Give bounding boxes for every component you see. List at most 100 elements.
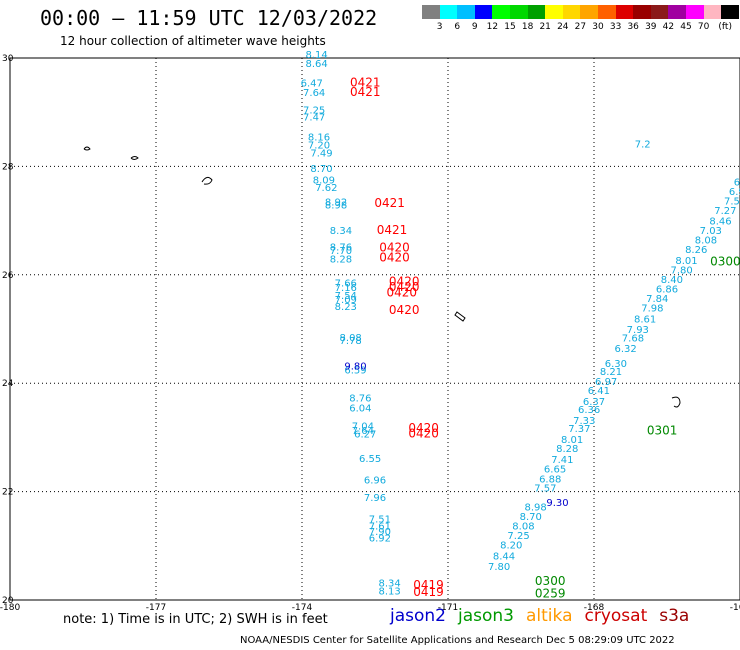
data-label: 6.47 bbox=[301, 79, 323, 90]
legend-tick-label: 12 bbox=[486, 22, 499, 32]
data-label: 7.20 bbox=[308, 141, 330, 152]
legend-swatch bbox=[668, 5, 686, 19]
data-label: 9.30 bbox=[546, 498, 568, 509]
legend-swatch bbox=[685, 5, 704, 19]
data-label: 8.70 bbox=[310, 164, 332, 175]
data-label: 7.98 bbox=[641, 304, 663, 315]
x-tick-label: -168 bbox=[584, 603, 605, 613]
data-label: 6.95 bbox=[729, 187, 740, 198]
legend-swatch bbox=[580, 5, 598, 19]
data-label: 7.66 bbox=[335, 279, 357, 290]
data-label: 7.49 bbox=[310, 149, 332, 160]
data-label: 6.96 bbox=[364, 475, 386, 486]
data-label: 0419 bbox=[413, 585, 444, 599]
data-label: 6.65 bbox=[544, 465, 566, 476]
legend-tick-label: 21 bbox=[539, 22, 551, 32]
data-label: 7.51 bbox=[369, 514, 391, 525]
data-label: 7.96 bbox=[364, 493, 386, 504]
legend-swatch bbox=[615, 5, 634, 19]
data-label: 7.09 bbox=[335, 295, 357, 306]
legend-tick-label: 39 bbox=[645, 22, 657, 32]
data-label: 8.34 bbox=[330, 226, 352, 237]
data-label: 8.16 bbox=[308, 132, 330, 143]
data-label: 6.86 bbox=[656, 285, 678, 296]
data-label: 6.36 bbox=[578, 405, 600, 416]
legend-tick-label: 3 bbox=[436, 22, 443, 32]
data-label: 8.01 bbox=[561, 435, 583, 446]
legend-tick-label: 42 bbox=[662, 22, 675, 32]
data-label: 8.09 bbox=[313, 176, 335, 187]
data-label: 6.55 bbox=[359, 454, 381, 465]
y-tick-label: 24 bbox=[2, 379, 14, 389]
data-label: 0259 bbox=[535, 586, 566, 600]
data-label: 7.03 bbox=[700, 226, 722, 237]
data-label: 7.57 bbox=[534, 484, 556, 495]
x-tick-label: -180 bbox=[0, 603, 20, 613]
legend-tick-label: 6 bbox=[454, 22, 461, 32]
data-label: 8.13 bbox=[378, 587, 400, 598]
data-label: 6.04 bbox=[349, 403, 371, 414]
data-label: 7.62 bbox=[315, 183, 337, 194]
data-label: 0420 bbox=[389, 275, 420, 289]
legend-unit: (ft) bbox=[718, 22, 732, 32]
data-label: 7.56 bbox=[724, 196, 740, 207]
data-label: 7.41 bbox=[551, 455, 573, 466]
x-tick-label: -165 bbox=[730, 603, 740, 613]
legend-swatch bbox=[457, 5, 475, 19]
data-label: 7.61 bbox=[369, 522, 391, 533]
legend-swatch bbox=[439, 5, 458, 19]
data-label: 8.34 bbox=[378, 578, 400, 589]
data-label: 8.21 bbox=[600, 367, 622, 378]
data-label: 8.08 bbox=[340, 333, 362, 344]
data-label: 6.59 bbox=[344, 365, 366, 376]
satellite-legend-item: altika bbox=[526, 606, 573, 626]
data-label: 8.26 bbox=[685, 245, 707, 256]
data-label: 8.61 bbox=[634, 314, 656, 325]
legend-tick-label: 15 bbox=[504, 22, 516, 32]
color-scale-ticks: 3 6 9 12 15 18 21 24 27 30 33 36 39 42 45 70 (ft) bbox=[422, 22, 738, 34]
data-label: 7.70 bbox=[330, 246, 352, 257]
data-label: 6.30 bbox=[605, 359, 627, 370]
legend-tick-label: 27 bbox=[574, 22, 587, 32]
legend-swatch bbox=[562, 5, 581, 19]
legend-swatch bbox=[545, 5, 563, 19]
island-outline bbox=[130, 156, 139, 160]
data-label: 7.78 bbox=[340, 336, 362, 347]
legend-swatch bbox=[597, 5, 616, 19]
satellite-legend-item: jason3 bbox=[458, 606, 514, 626]
island-outline bbox=[671, 396, 681, 408]
island-outline bbox=[83, 146, 91, 151]
data-label: 6.93 bbox=[734, 177, 740, 188]
data-label: 0421 bbox=[350, 85, 381, 99]
data-label: 8.08 bbox=[695, 235, 717, 246]
data-label: 0300 bbox=[710, 255, 740, 269]
data-label: 0420 bbox=[408, 426, 439, 440]
data-label: 8.01 bbox=[675, 256, 697, 267]
y-tick-label: 26 bbox=[2, 271, 14, 281]
data-label: 0420 bbox=[386, 285, 417, 299]
legend-swatch bbox=[633, 5, 651, 19]
data-label: 7.27 bbox=[714, 206, 736, 217]
chart-subtitle: 12 hour collection of altimeter wave hei… bbox=[60, 34, 326, 48]
legend-tick-label: 45 bbox=[680, 22, 692, 32]
data-label: 0421 bbox=[350, 76, 381, 90]
data-label: 7.16 bbox=[335, 283, 357, 294]
data-label: 8.76 bbox=[330, 242, 352, 253]
data-label: 8.14 bbox=[305, 50, 327, 61]
data-label: 7.93 bbox=[627, 325, 649, 336]
island-outline bbox=[454, 311, 466, 322]
satellite-legend-item: jason2 bbox=[390, 606, 446, 626]
data-label: 8.28 bbox=[330, 254, 352, 265]
data-label: 7.68 bbox=[622, 333, 644, 344]
data-label: 8.64 bbox=[305, 59, 327, 70]
legend-tick-label: 24 bbox=[557, 22, 569, 32]
data-label: 8.40 bbox=[661, 275, 683, 286]
data-label: 7.25 bbox=[507, 531, 529, 542]
legend-tick-label: 33 bbox=[609, 22, 622, 32]
data-label: 6.27 bbox=[354, 429, 376, 440]
legend-tick-label: 30 bbox=[592, 22, 604, 32]
legend-swatch bbox=[650, 5, 669, 19]
satellite-legend-item: cryosat bbox=[584, 606, 648, 626]
y-tick-label: 22 bbox=[2, 488, 13, 498]
